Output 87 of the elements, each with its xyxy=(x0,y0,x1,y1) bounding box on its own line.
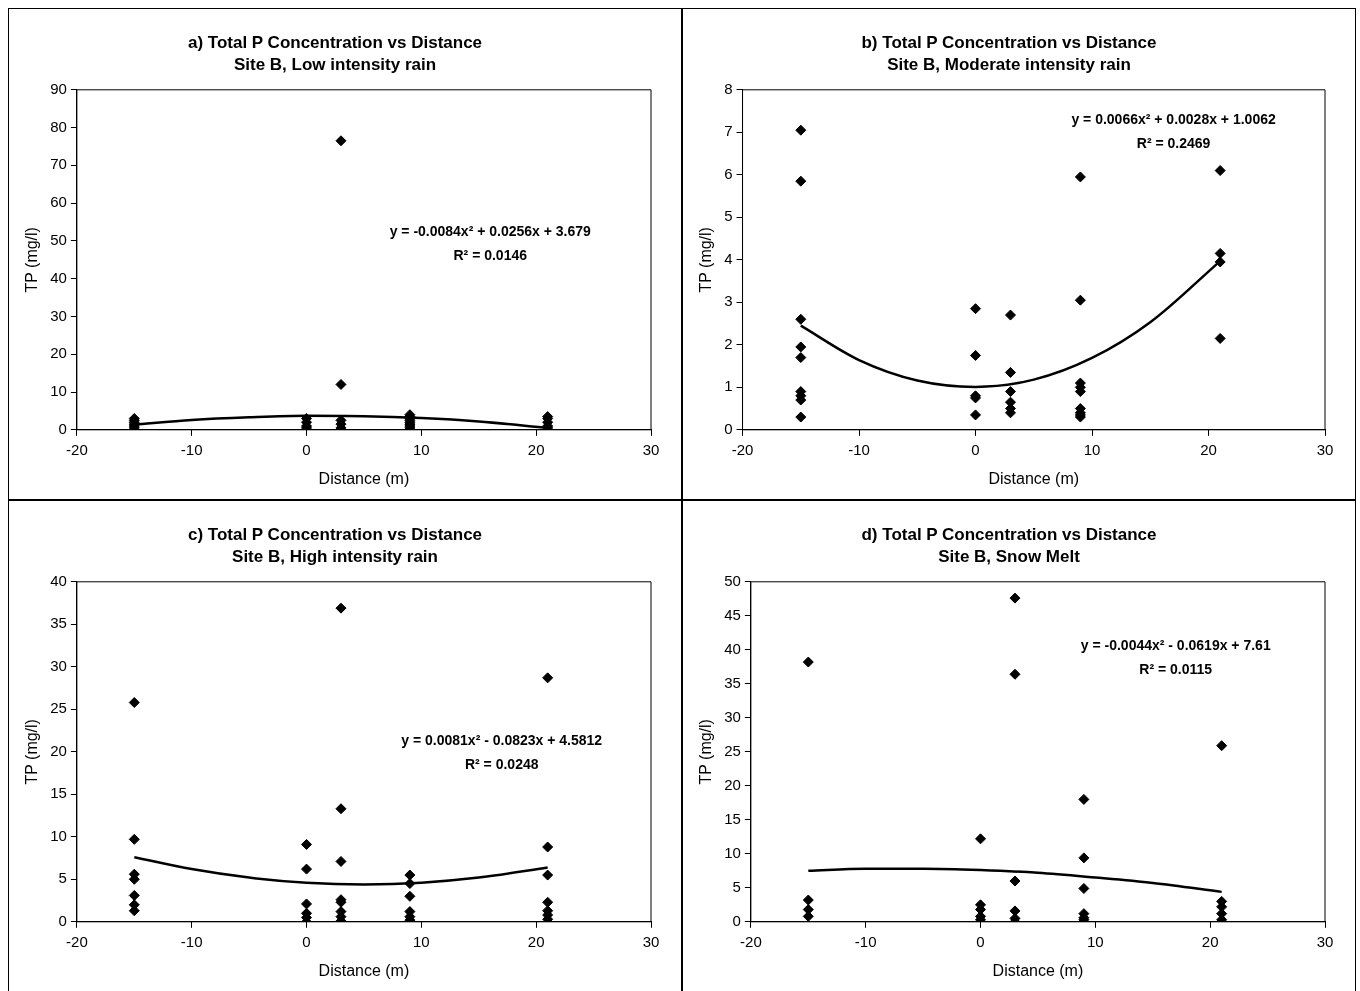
y-tick-label: 10 xyxy=(50,382,67,400)
y-tick-label: 25 xyxy=(724,741,741,759)
y-axis-title: TP (mg/l) xyxy=(23,719,41,785)
chart-title: d) Total P Concentration vs Distance xyxy=(861,524,1157,544)
y-tick-label: 1 xyxy=(724,377,733,395)
y-tick-label: 0 xyxy=(58,911,67,929)
x-tick-label: 10 xyxy=(413,932,430,950)
x-tick-label: 0 xyxy=(971,440,980,458)
y-tick-label: 30 xyxy=(724,707,741,725)
x-tick-label: -10 xyxy=(848,440,870,458)
y-tick-label: 2 xyxy=(724,334,733,352)
y-tick-label: 20 xyxy=(724,775,741,793)
y-tick-label: 25 xyxy=(50,699,67,717)
x-axis-title: Distance (m) xyxy=(992,961,1084,979)
x-tick-label: 0 xyxy=(302,440,311,458)
chart-subtitle: Site B, High intensity rain xyxy=(232,547,438,567)
y-tick-label: 45 xyxy=(724,605,741,623)
y-tick-label: 4 xyxy=(724,249,733,267)
x-tick-label: 10 xyxy=(413,440,430,458)
annotation: y = -0.0044x² - 0.0619x + 7.61 xyxy=(1080,636,1271,653)
x-axis-title: Distance (m) xyxy=(318,469,410,487)
y-tick-label: 6 xyxy=(724,164,733,182)
y-tick-label: 7 xyxy=(724,122,733,140)
y-tick-label: 50 xyxy=(50,231,67,249)
y-tick-label: 5 xyxy=(732,877,741,895)
x-tick-label: 20 xyxy=(1201,932,1219,950)
y-tick-label: 40 xyxy=(50,571,67,589)
x-axis-title: Distance (m) xyxy=(318,961,410,979)
chart-title: b) Total P Concentration vs Distance xyxy=(861,32,1157,52)
y-tick-label: 20 xyxy=(50,344,67,362)
y-tick-label: 40 xyxy=(724,639,741,657)
y-tick-label: 35 xyxy=(50,614,67,632)
y-tick-label: 35 xyxy=(724,673,741,691)
y-tick-label: 70 xyxy=(50,155,67,173)
y-axis-title: TP (mg/l) xyxy=(23,227,41,293)
x-tick-label: 30 xyxy=(642,440,660,458)
y-axis-title: TP (mg/l) xyxy=(697,227,715,293)
chart-subtitle: Site B, Moderate intensity rain xyxy=(887,55,1131,75)
y-tick-label: 0 xyxy=(724,419,733,437)
x-tick-label: -10 xyxy=(854,932,877,950)
x-tick-label: -20 xyxy=(731,440,754,458)
y-tick-label: 5 xyxy=(58,869,67,887)
y-tick-label: 10 xyxy=(724,843,741,861)
chart-title: a) Total P Concentration vs Distance xyxy=(187,32,483,52)
chart-subtitle: Site B, Snow Melt xyxy=(938,547,1081,567)
y-tick-label: 30 xyxy=(50,656,67,674)
y-tick-label: 15 xyxy=(724,809,741,827)
y-tick-label: 0 xyxy=(58,419,67,437)
y-tick-label: 90 xyxy=(50,79,67,97)
x-tick-label: -10 xyxy=(180,932,203,950)
annotation: R² = 0.0248 xyxy=(464,756,539,772)
x-tick-label: 30 xyxy=(642,932,660,950)
y-tick-label: 20 xyxy=(50,741,67,759)
x-tick-label: 10 xyxy=(1083,440,1101,458)
y-tick-label: 50 xyxy=(724,571,741,589)
x-tick-label: 30 xyxy=(1316,932,1334,950)
y-axis-title: TP (mg/l) xyxy=(697,719,715,785)
y-tick-label: 3 xyxy=(724,292,733,310)
x-axis-title: Distance (m) xyxy=(988,469,1080,487)
x-tick-label: 0 xyxy=(976,932,985,950)
y-tick-label: 80 xyxy=(50,117,67,135)
x-tick-label: 10 xyxy=(1087,932,1104,950)
annotation: R² = 0.2469 xyxy=(1136,134,1211,151)
y-tick-label: 30 xyxy=(50,306,67,324)
chart-title: c) Total P Concentration vs Distance xyxy=(187,524,483,544)
x-tick-label: -20 xyxy=(66,440,88,458)
chart-subtitle: Site B, Low intensity rain xyxy=(233,55,437,75)
x-tick-label: -20 xyxy=(66,932,88,950)
annotation: y = -0.0084x² + 0.0256x + 3.679 xyxy=(389,223,592,239)
annotation: y = 0.0081x² - 0.0823x + 4.5812 xyxy=(401,732,603,748)
y-tick-label: 5 xyxy=(724,207,733,225)
x-tick-label: 20 xyxy=(527,440,545,458)
x-tick-label: -20 xyxy=(740,932,762,950)
x-tick-label: 20 xyxy=(527,932,545,950)
y-tick-label: 0 xyxy=(732,911,741,929)
annotation: R² = 0.0115 xyxy=(1139,660,1213,677)
x-tick-label: -10 xyxy=(180,440,203,458)
x-tick-label: 30 xyxy=(1316,440,1334,458)
x-tick-label: 0 xyxy=(302,932,311,950)
y-tick-label: 60 xyxy=(50,193,67,211)
y-tick-label: 15 xyxy=(50,784,67,802)
y-tick-label: 40 xyxy=(50,268,67,286)
y-tick-label: 10 xyxy=(50,826,67,844)
annotation: R² = 0.0146 xyxy=(453,247,528,263)
y-tick-label: 8 xyxy=(724,79,733,97)
x-tick-label: 20 xyxy=(1200,440,1217,458)
annotation: y = 0.0066x² + 0.0028x + 1.0062 xyxy=(1071,110,1276,127)
